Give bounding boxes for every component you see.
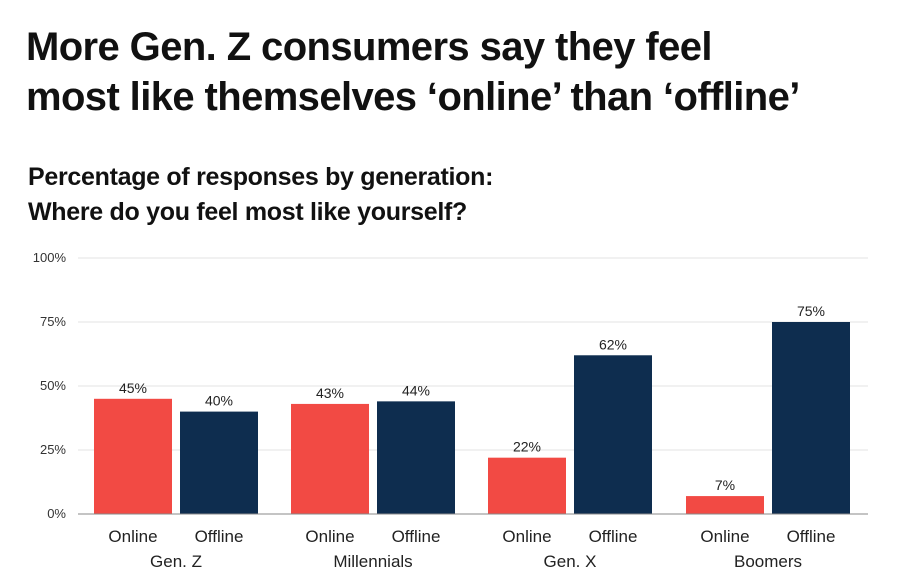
bar-sublabel: Online [502, 527, 551, 546]
y-tick-label: 0% [47, 506, 66, 521]
category-label: Boomers [734, 552, 802, 571]
subtitle-line-1: Percentage of responses by generation: [28, 163, 494, 191]
data-label: 62% [599, 336, 627, 352]
data-label: 7% [715, 477, 735, 493]
y-tick-label: 100% [33, 250, 67, 265]
bar-online [94, 398, 172, 514]
bar-online [488, 457, 566, 514]
bar-offline [377, 401, 455, 514]
bar-sublabel: Offline [787, 527, 836, 546]
bar-sublabel: Offline [392, 527, 441, 546]
data-label: 75% [797, 303, 825, 319]
bar-sublabel: Online [108, 527, 157, 546]
data-label: 43% [316, 385, 344, 401]
category-label: Gen. Z [150, 552, 202, 571]
title-line-1: More Gen. Z consumers say they feel [26, 25, 713, 69]
bar-offline [180, 411, 258, 514]
bar-sublabel: Offline [195, 527, 244, 546]
y-tick-label: 25% [40, 442, 66, 457]
chart-title: More Gen. Z consumers say they feel most… [26, 22, 923, 122]
title-line-2: most like themselves ‘online’ than ‘offl… [26, 75, 800, 119]
bar-online [291, 403, 369, 514]
category-label: Gen. X [544, 552, 597, 571]
subtitle-line-2: Where do you feel most like yourself? [28, 198, 467, 226]
data-label: 45% [119, 380, 147, 396]
chart-subtitle: Percentage of responses by generation: W… [28, 160, 908, 230]
data-label: 40% [205, 393, 233, 409]
bar-offline [574, 355, 652, 514]
category-label: Millennials [333, 552, 412, 571]
y-tick-label: 50% [40, 378, 66, 393]
data-label: 22% [513, 439, 541, 455]
data-label: 44% [402, 382, 430, 398]
bar-sublabel: Online [305, 527, 354, 546]
bar-online [686, 496, 764, 514]
bar-sublabel: Online [700, 527, 749, 546]
y-tick-label: 75% [40, 314, 66, 329]
bar-sublabel: Offline [589, 527, 638, 546]
bar-offline [772, 322, 850, 514]
